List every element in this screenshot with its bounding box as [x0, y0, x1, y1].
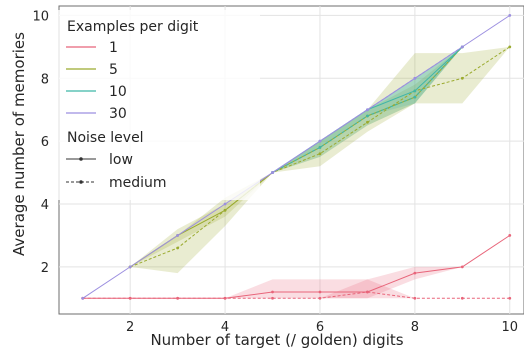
point-30-low — [508, 14, 512, 17]
legend-marker-low — [79, 157, 83, 161]
x-tick-label: 4 — [221, 320, 229, 335]
point-1-medium — [318, 296, 322, 300]
legend-label-5: 5 — [109, 62, 118, 78]
point-10-medium — [413, 95, 417, 99]
legend-marker-medium — [79, 180, 83, 184]
point-1-low — [271, 290, 274, 294]
y-tick-label: 6 — [41, 135, 49, 150]
point-1-medium — [176, 296, 180, 300]
point-10-medium — [318, 146, 322, 149]
legend-label-low: low — [109, 152, 133, 168]
point-1-low — [508, 234, 512, 237]
x-tick-label: 8 — [411, 320, 419, 335]
legend-label-10: 10 — [109, 84, 127, 100]
point-5-medium — [176, 246, 180, 250]
y-tick-label: 4 — [41, 198, 49, 213]
legend-title-style: Noise level — [67, 130, 144, 146]
point-5-medium — [508, 45, 512, 49]
y-tick-label: 8 — [41, 72, 49, 87]
line-30-medium — [272, 46, 463, 173]
point-30-medium — [366, 108, 369, 112]
point-30-low — [223, 202, 227, 206]
x-axis-label: Number of target (/ golden) digits — [150, 331, 403, 349]
line-5-medium — [129, 46, 511, 268]
point-30-medium — [318, 139, 322, 143]
point-1-medium — [508, 296, 512, 300]
point-30-low — [176, 234, 180, 237]
point-1-medium — [366, 290, 369, 294]
legend-title-hue: Examples per digit — [67, 19, 199, 35]
point-1-low — [413, 271, 417, 275]
legend-label-1: 1 — [109, 40, 118, 56]
series-points — [81, 14, 512, 300]
point-5-medium — [460, 76, 464, 80]
legend-style-entries: low medium — [66, 152, 167, 191]
point-10-medium — [366, 114, 369, 118]
legend-hue-entries: 1 5 10 30 — [66, 40, 127, 122]
point-10-low — [413, 89, 417, 93]
legend-label-30: 30 — [109, 106, 127, 122]
x-tick-label: 6 — [316, 320, 324, 335]
band-5-medium — [130, 46, 510, 274]
point-1-medium — [413, 296, 417, 300]
point-30-low — [81, 296, 85, 300]
point-30-medium — [271, 171, 274, 174]
point-5-medium — [318, 152, 322, 156]
x-tick-label: 10 — [501, 320, 518, 335]
y-tick-label: 2 — [41, 261, 49, 276]
y-axis-ticks: 2 4 6 8 10 — [32, 9, 49, 275]
point-1-medium — [128, 296, 132, 300]
point-1-low — [460, 265, 464, 269]
point-30-medium — [413, 76, 417, 80]
y-axis-label: Average number of memories — [10, 32, 28, 256]
x-tick-label: 2 — [126, 320, 134, 335]
point-30-medium — [460, 45, 464, 49]
legend-label-medium: medium — [109, 175, 167, 191]
point-1-low — [318, 290, 322, 294]
y-tick-label: 10 — [32, 9, 49, 24]
legend-box — [56, 10, 260, 200]
point-1-medium — [223, 296, 227, 300]
legend: Examples per digit 1 5 10 30 Noise level lo… — [56, 10, 260, 200]
x-axis-ticks: 2 4 6 8 10 — [126, 320, 518, 335]
point-30-low — [128, 265, 132, 269]
point-5-medium — [366, 120, 369, 124]
band-1-low — [82, 235, 510, 299]
line-30-low — [82, 15, 511, 299]
point-1-medium — [460, 296, 464, 300]
line-1-medium — [82, 291, 510, 299]
point-5-medium — [223, 208, 227, 212]
point-1-medium — [271, 296, 274, 300]
